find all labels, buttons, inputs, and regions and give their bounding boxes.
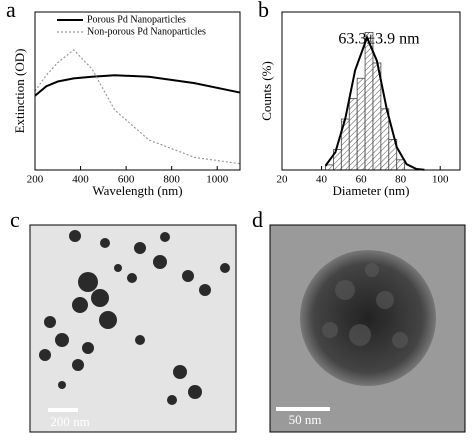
x-tick-label: 600 (118, 174, 135, 186)
legend-label: Porous Pd Nanoparticles (87, 14, 186, 25)
panel-label: d (252, 207, 263, 232)
annotation: 63.3±3.9 nm (338, 31, 420, 48)
x-tick-label: 20 (277, 174, 289, 186)
x-tick-label: 1000 (206, 174, 229, 186)
panel-label: a (6, 0, 16, 22)
plot-frame (281, 11, 461, 171)
line-series (34, 74, 241, 97)
x-tick-label: 400 (72, 174, 89, 186)
x-tick-label: 200 (27, 174, 44, 186)
x-tick-label: 800 (163, 174, 180, 186)
x-tick-label: 60 (356, 174, 368, 186)
bar (380, 108, 390, 171)
panel-label: c (10, 207, 20, 232)
x-tick-label: 100 (432, 174, 449, 186)
legend-label: Non-porous Pd Nanoparticles (87, 26, 206, 37)
x-tick-label: 80 (395, 174, 407, 186)
panel-label: b (258, 0, 269, 22)
y-axis-label: Counts (%) (259, 61, 274, 121)
x-axis-label: Wavelength (nm) (92, 183, 182, 198)
tem-image-c (29, 224, 237, 433)
bar (356, 77, 366, 171)
bar (396, 159, 406, 171)
x-tick-label: 40 (316, 174, 328, 186)
bar (348, 98, 358, 171)
plot-frame (34, 11, 241, 171)
tem-image-d (269, 224, 466, 433)
y-axis-label: Extinction (OD) (12, 49, 27, 134)
line-series (34, 49, 241, 165)
fit-curve (324, 34, 425, 171)
scale-bar-label: 200 nm (50, 414, 89, 429)
x-axis-label: Diameter (nm) (333, 183, 410, 198)
bar (364, 31, 374, 171)
scale-bar-label: 50 nm (289, 412, 322, 427)
